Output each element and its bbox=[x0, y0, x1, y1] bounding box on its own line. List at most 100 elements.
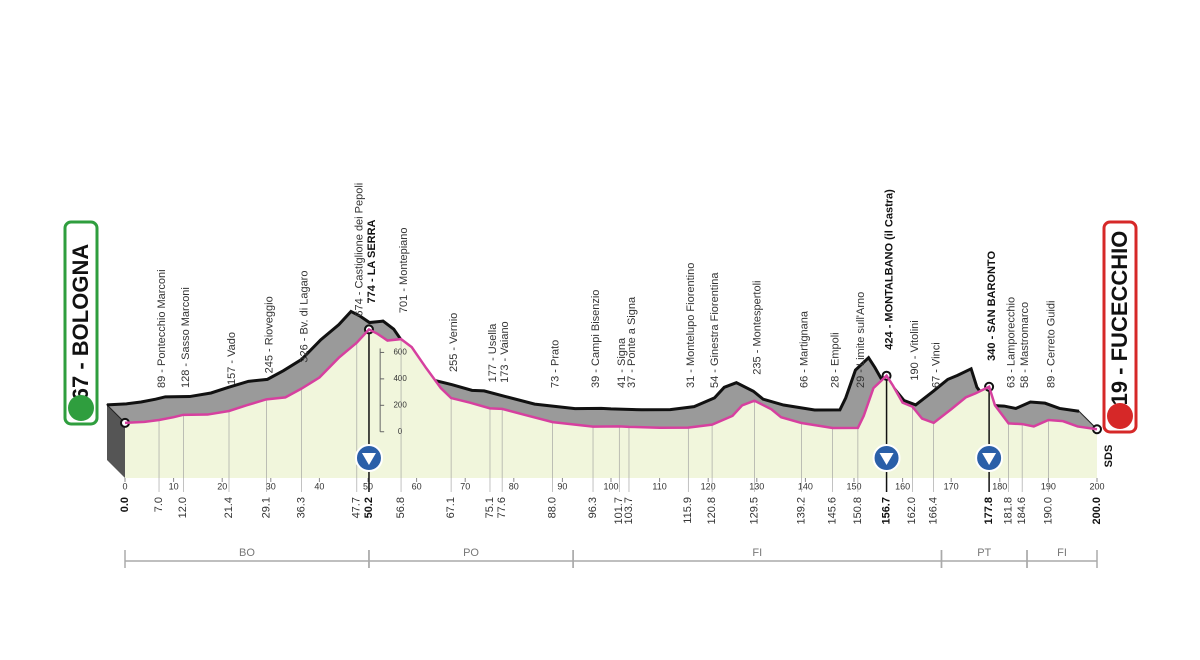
waypoint-label: 245 - Rioveggio bbox=[263, 296, 275, 373]
x-tick-label: 90 bbox=[557, 481, 567, 491]
finish-icon bbox=[1107, 403, 1133, 429]
km-label: 56.8 bbox=[395, 497, 407, 518]
waypoint-label: 701 - Montepiano bbox=[398, 227, 410, 313]
finish-badge bbox=[1102, 220, 1138, 434]
waypoint-label: 29 - Limite sull'Arno bbox=[855, 292, 867, 388]
waypoint-label: 37 - Ponte a Signa bbox=[626, 296, 638, 388]
km-label: 184.6 bbox=[1016, 497, 1028, 525]
waypoint-label: 340 - SAN BARONTO bbox=[986, 251, 998, 361]
km-label: 150.8 bbox=[852, 497, 864, 525]
waypoint-label: 190 - Vitolini bbox=[909, 320, 921, 380]
km-label: 103.7 bbox=[623, 497, 635, 525]
sds-note: SDS bbox=[1103, 445, 1115, 468]
gpm-triangle bbox=[982, 453, 997, 465]
km-label: 156.7 bbox=[880, 497, 892, 525]
x-tick-label: 100 bbox=[603, 481, 618, 491]
waypoint-label: 326 - Bv. di Lagaro bbox=[298, 271, 310, 363]
km-label: 75.1 bbox=[484, 497, 496, 518]
km-label: 88.0 bbox=[547, 497, 559, 518]
km-label: 177.8 bbox=[983, 497, 995, 525]
waypoint-label: 774 - LA SERRA bbox=[366, 219, 378, 303]
km-label: 200.0 bbox=[1091, 497, 1103, 525]
waypoint-label: 58 - Mastromarco bbox=[1019, 302, 1031, 388]
x-tick-label: 60 bbox=[412, 481, 422, 491]
waypoint-label: 255 - Vernio bbox=[448, 313, 460, 372]
x-tick-label: 160 bbox=[895, 481, 910, 491]
waypoint-label: 39 - Campi Bisenzio bbox=[590, 290, 602, 388]
region-label: PO bbox=[463, 547, 479, 559]
km-label: 129.5 bbox=[748, 497, 760, 525]
profile-line bbox=[124, 327, 1098, 431]
waypoint-label: 73 - Prato bbox=[550, 340, 562, 388]
y-tick-label: 0 bbox=[398, 427, 403, 436]
km-label: 101.7 bbox=[613, 497, 625, 525]
waypoint-label: 674 - Castiglione dei Pepoli bbox=[354, 183, 366, 317]
start-label: 67 - BOLOGNA bbox=[68, 244, 93, 401]
x-tick-label: 50 bbox=[363, 481, 373, 491]
waypoint-label: 157 - Vado bbox=[226, 332, 238, 385]
km-label: 47.7 bbox=[351, 497, 363, 518]
km-label: 96.3 bbox=[587, 497, 599, 518]
x-tick-label: 130 bbox=[749, 481, 764, 491]
region-label: FI bbox=[752, 547, 762, 559]
x-tick-label: 120 bbox=[701, 481, 716, 491]
y-tick-label: 400 bbox=[393, 374, 407, 383]
waypoint-label: 67 - Vinci bbox=[931, 342, 943, 388]
km-label: 115.9 bbox=[682, 497, 694, 524]
x-tick-label: 10 bbox=[169, 481, 179, 491]
x-tick-label: 110 bbox=[652, 481, 666, 491]
x-tick-label: 40 bbox=[314, 481, 324, 491]
x-tick-label: 0 bbox=[122, 481, 127, 491]
km-label: 7.0 bbox=[153, 497, 165, 512]
km-label: 162.0 bbox=[906, 497, 918, 525]
km-label: 29.1 bbox=[260, 497, 272, 518]
x-tick-label: 180 bbox=[992, 481, 1007, 491]
profile-area bbox=[125, 329, 1097, 478]
km-label: 120.8 bbox=[706, 497, 718, 525]
waypoint-label: 89 - Cerreto Guidi bbox=[1045, 301, 1057, 388]
waypoint-label: 177 - Usella bbox=[487, 323, 499, 383]
km-label: 139.2 bbox=[795, 497, 807, 525]
waypoint-label: 54 - Ginestra Fiorentina bbox=[709, 272, 721, 388]
km-label: 166.4 bbox=[928, 497, 940, 525]
start-icon bbox=[68, 395, 94, 421]
y-tick-label: 200 bbox=[393, 400, 407, 409]
region-label: BO bbox=[239, 547, 255, 559]
km-label: 145.6 bbox=[827, 497, 839, 525]
x-tick-label: 80 bbox=[509, 481, 519, 491]
region-label: PT bbox=[977, 547, 991, 559]
waypoint-label: 66 - Martignana bbox=[798, 310, 810, 388]
km-label: 190.0 bbox=[1042, 497, 1054, 525]
waypoint-label: 128 - Sasso Marconi bbox=[180, 287, 192, 388]
waypoint-label: 28 - Empoli bbox=[830, 332, 842, 388]
waypoint-label: 89 - Pontecchio Marconi bbox=[156, 269, 168, 388]
gpm-triangle bbox=[879, 453, 894, 465]
waypoint-label: 41 - Signa bbox=[616, 337, 628, 388]
x-tick-label: 30 bbox=[266, 481, 276, 491]
km-label: 77.6 bbox=[496, 497, 508, 518]
x-tick-label: 150 bbox=[846, 481, 861, 491]
start-badge bbox=[63, 220, 99, 426]
waypoint-label: 173 - Vaiano bbox=[499, 321, 511, 383]
region-label: FI bbox=[1057, 547, 1067, 559]
x-tick-label: 20 bbox=[217, 481, 227, 491]
km-label: 50.2 bbox=[363, 497, 375, 518]
profile-ridge bbox=[106, 309, 1080, 413]
x-tick-label: 70 bbox=[460, 481, 470, 491]
gpm-triangle bbox=[361, 453, 376, 465]
km-label: 21.4 bbox=[223, 497, 235, 518]
finish-label: 19 - FUCECCHIO bbox=[1107, 231, 1132, 406]
waypoint-label: 31 - Montelupo Fiorentino bbox=[685, 263, 697, 388]
waypoint-label: 235 - Montespertoli bbox=[751, 281, 763, 375]
km-label: 12.0 bbox=[177, 497, 189, 518]
km-label: 67.1 bbox=[445, 497, 457, 518]
km-label: 181.8 bbox=[1002, 497, 1014, 525]
km-label: 36.3 bbox=[295, 497, 307, 518]
y-tick-label: 600 bbox=[393, 348, 407, 357]
waypoint-label: 424 - MONTALBANO (il Castra) bbox=[883, 189, 895, 350]
x-tick-label: 140 bbox=[798, 481, 813, 491]
x-tick-label: 200 bbox=[1089, 481, 1104, 491]
waypoint-label: 63 - Lamporecchio bbox=[1005, 297, 1017, 388]
x-tick-label: 170 bbox=[944, 481, 959, 491]
